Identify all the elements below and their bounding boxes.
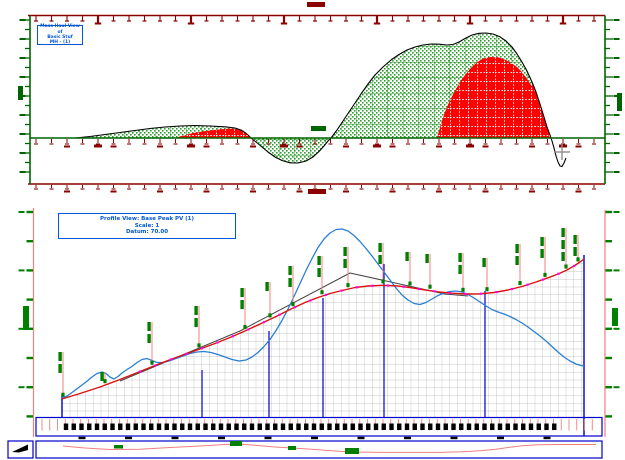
mass-haul-overhaul-red-hatch[interactable] — [178, 57, 552, 138]
datum-band — [7, 440, 603, 459]
profile-left-axis — [18, 208, 35, 437]
station-elevation-labels — [58, 228, 580, 398]
design-profile-line[interactable] — [61, 258, 585, 400]
existing-ground-line[interactable] — [61, 228, 585, 399]
mass-haul-bottom-axis — [28, 183, 605, 194]
profile-title-line2: Scale: 1 — [134, 222, 160, 229]
mass-haul-left-axis — [18, 15, 31, 184]
profile-title-line3: Datum: 70.00 — [125, 229, 169, 236]
end-cross-marker — [554, 144, 570, 160]
profile-right-axis — [604, 210, 620, 437]
mass-haul-top-axis — [28, 2, 605, 25]
mass-haul-line[interactable] — [74, 32, 567, 168]
mass-haul-right-axis — [604, 15, 622, 184]
profile-title-line1: Profile View: Base Peak PV (1) — [99, 216, 195, 223]
profile-vertical-lines — [61, 255, 585, 436]
mass-haul-balance-line[interactable] — [30, 126, 605, 148]
mass-haul-title-line2: Basic Stuf — [47, 35, 73, 40]
mass-haul-title-box[interactable]: Mass Haul View of Basic Stuf MH - (1) — [37, 24, 83, 46]
mass-haul-title-line3: MH - (1) — [49, 40, 71, 46]
tangent-line[interactable] — [119, 272, 469, 382]
mass-haul-green-hatch[interactable] — [75, 33, 552, 163]
profile-view-title-box[interactable]: Profile View: Base Peak PV (1) Scale: 1 … — [58, 213, 236, 239]
mass-haul-title-line1: Mass Haul View of — [40, 24, 80, 35]
black-flag-icon — [12, 444, 28, 453]
design-vertex-dots — [138, 264, 576, 373]
station-band — [35, 416, 603, 440]
